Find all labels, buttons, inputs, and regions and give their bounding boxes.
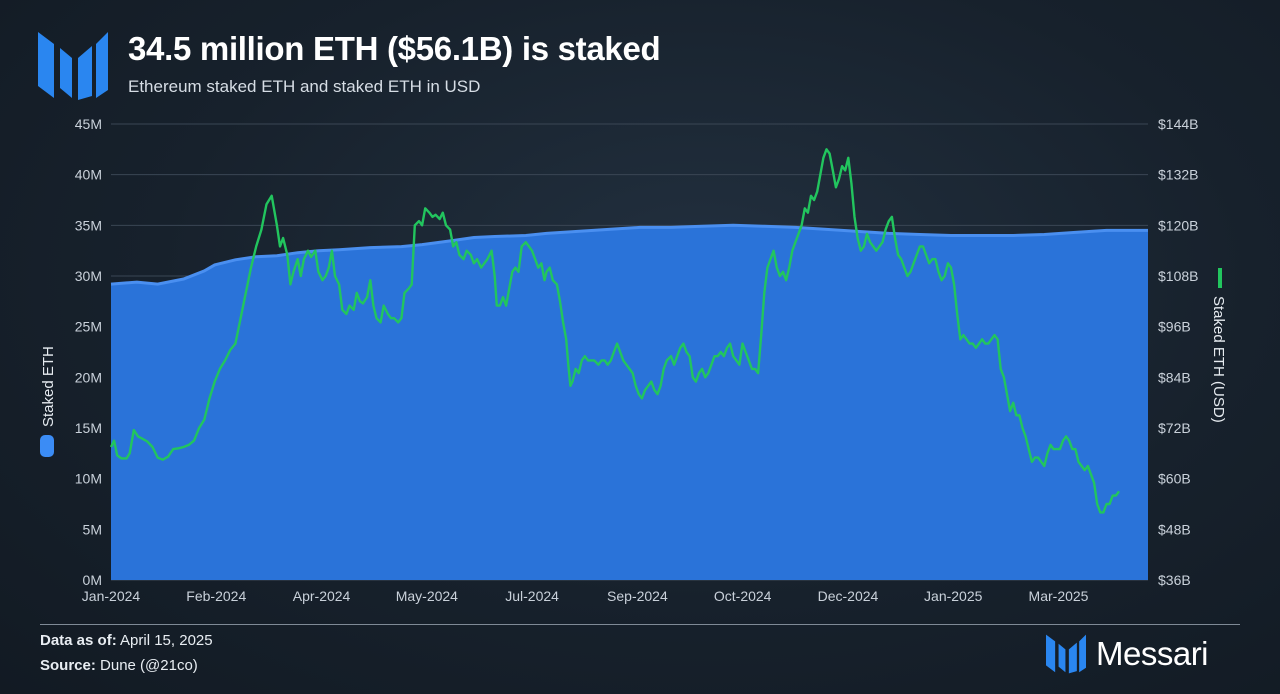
y-left-tick-label: 30M [75, 268, 102, 284]
axes: 0M $36B 5M $48B 10M $60B 15M $72B 20M $84B 25M $96B… [40, 116, 1227, 604]
x-tick-label: May-2024 [396, 588, 458, 604]
x-tick-label: Jan-2025 [924, 588, 983, 604]
x-tick-label: Jan-2024 [82, 588, 141, 604]
staked-eth-area [111, 225, 1148, 581]
y-left-tick-label: 40M [75, 167, 102, 183]
y-right-tick-label: $96B [1158, 319, 1191, 335]
y-left-tick-label: 5M [83, 521, 102, 537]
staked-eth-area-edge [110, 223, 1148, 286]
y-left-tick-label: 10M [75, 471, 102, 487]
y-right-tick-label: $72B [1158, 420, 1191, 436]
legend-swatch-area [40, 435, 54, 457]
y-left-axis-title: Staked ETH [40, 346, 57, 457]
x-tick-label: Mar-2025 [1029, 588, 1089, 604]
data-as-of: Data as of: April 15, 2025 [40, 632, 213, 649]
y-right-axis-label: Staked ETH (USD) [1210, 296, 1227, 423]
y-right-tick-label: $48B [1158, 521, 1191, 537]
x-tick-label: Apr-2024 [293, 588, 351, 604]
messari-brand-icon [1046, 634, 1086, 674]
footer-divider [40, 624, 1240, 625]
chart-subtitle: Ethereum staked ETH and staked ETH in US… [128, 77, 481, 96]
y-right-tick-label: $108B [1158, 268, 1198, 284]
messari-logo-icon [38, 32, 108, 100]
y-left-tick-label: 45M [75, 116, 102, 132]
source-credit: Source: Dune (@21co) [40, 657, 198, 674]
y-left-tick-label: 35M [75, 217, 102, 233]
y-right-tick-label: $36B [1158, 572, 1191, 588]
x-tick-label: Jul-2024 [505, 588, 559, 604]
messari-brand: Messari [1046, 634, 1209, 674]
y-right-tick-label: $60B [1158, 471, 1191, 487]
y-right-tick-label: $84B [1158, 369, 1191, 385]
plot-area [109, 148, 1148, 581]
y-left-axis-label: Staked ETH [40, 346, 57, 427]
y-left-tick-label: 15M [75, 420, 102, 436]
chart-title: 34.5 million ETH ($56.1B) is staked [128, 30, 661, 67]
y-right-tick-label: $132B [1158, 167, 1198, 183]
y-left-tick-label: 0M [83, 572, 102, 588]
y-right-tick-label: $144B [1158, 116, 1198, 132]
y-right-axis-title: Staked ETH (USD) [1210, 268, 1227, 423]
staked-eth-usd-line [109, 148, 1120, 514]
x-tick-label: Feb-2024 [186, 588, 246, 604]
y-left-tick-label: 20M [75, 369, 102, 385]
y-left-tick-label: 25M [75, 319, 102, 335]
y-right-tick-label: $120B [1158, 217, 1198, 233]
x-tick-label: Dec-2024 [818, 588, 879, 604]
brand-name: Messari [1096, 635, 1209, 672]
x-tick-label: Sep-2024 [607, 588, 668, 604]
x-tick-label: Oct-2024 [714, 588, 772, 604]
